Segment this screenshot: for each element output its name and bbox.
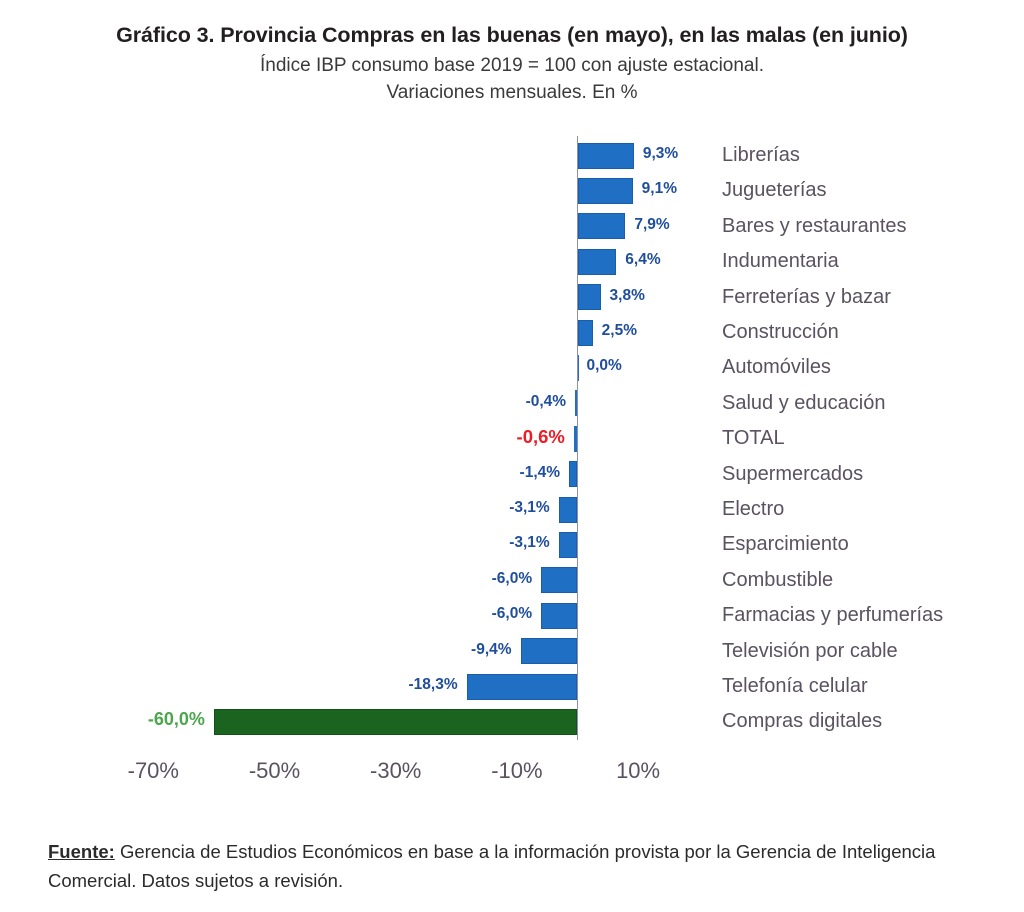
- category-label-autom-viles: Automóviles: [722, 356, 831, 379]
- bar-value-label: 7,9%: [634, 215, 670, 233]
- chart-bar-row: 0,0% Automóviles: [0, 350, 1024, 385]
- chart-bar: [466, 673, 578, 700]
- chart-bar-row: -18,3% Telefonía celular: [0, 669, 1024, 704]
- x-axis-tick: -70%: [127, 758, 179, 783]
- x-axis-tick: -10%: [491, 758, 543, 783]
- chart-bar-row: -3,1% Esparcimiento: [0, 527, 1024, 562]
- chart-bar: [520, 638, 578, 665]
- chart-bar-row: -0,6% TOTAL: [0, 421, 1024, 456]
- bar-value-label: 0,0%: [586, 357, 622, 375]
- chart-bar: [569, 461, 578, 488]
- bar-value-label: 9,3%: [642, 145, 679, 162]
- bar-value-label: 9,1%: [641, 180, 677, 198]
- category-label-indumentaria: Indumentaria: [722, 250, 839, 273]
- chart-bar-row: 2,5% Construcción: [0, 315, 1024, 350]
- chart-bar: [577, 213, 626, 240]
- chart-bar-row: -0,4% Salud y educación: [0, 386, 1024, 421]
- category-label-total: TOTAL: [722, 427, 785, 450]
- bar-value-label: -6,0%: [491, 605, 533, 623]
- chart-bar-row: 7,9% Bares y restaurantes: [0, 209, 1024, 244]
- chart-bar: [541, 567, 578, 594]
- chart-bar-row: 3,8% Ferreterías y bazar: [0, 280, 1024, 315]
- chart-bar: [577, 319, 593, 346]
- bar-value-label: -0,4%: [525, 392, 567, 410]
- chart-bar: [577, 142, 634, 169]
- chart-bar: [577, 284, 601, 311]
- bar-value-label: -0,6%: [516, 426, 565, 448]
- chart-bar: [541, 602, 578, 629]
- category-label-televisi-n-por-cable: Televisión por cable: [722, 639, 898, 662]
- chart-subtitle-line2: Variaciones mensuales. En %: [386, 82, 638, 104]
- bar-value-label: -9,4%: [471, 640, 512, 658]
- page-title: Gráfico 3. Provincia Compras en las buen…: [116, 23, 908, 47]
- chart-subtitle-line1: Índice IBP consumo base 2019 = 100 con a…: [259, 54, 765, 76]
- chart-bar-row: -6,0% Farmacias y perfumerías: [0, 598, 1024, 633]
- x-axis-tick: -30%: [370, 758, 422, 783]
- x-axis-tick: 10%: [616, 758, 661, 783]
- category-label-supermercados: Supermercados: [722, 462, 864, 485]
- bar-value-label: -6,0%: [491, 569, 533, 587]
- category-label-jugueter-as: Jugueterías: [722, 179, 827, 202]
- chart-bar-row: -1,4% Supermercados: [0, 457, 1024, 492]
- bar-value-label: 2,5%: [601, 322, 637, 339]
- chart-bar-row: -60,0% Compras digitales: [0, 704, 1024, 739]
- category-label-salud-y-educaci-n: Salud y educación: [722, 391, 886, 414]
- x-axis: -70% -50% -30% -10% 10%: [0, 758, 1024, 798]
- source-label: Fuente:: [48, 841, 115, 862]
- bar-value-label: 6,4%: [625, 251, 661, 269]
- bar-value-label: -1,4%: [519, 463, 561, 481]
- source-text: Gerencia de Estudios Económicos en base …: [48, 841, 936, 891]
- chart-bar-row: 9,3% Librerías: [0, 138, 1024, 173]
- category-label-combustible: Combustible: [722, 568, 834, 591]
- category-label-farmacias-y-perfumer-as: Farmacias y perfumerías: [722, 604, 944, 627]
- category-label-bares-y-restaurantes: Bares y restaurantes: [722, 214, 907, 237]
- bar-value-label: 3,8%: [609, 286, 645, 304]
- bar-value-label: -3,1%: [509, 534, 550, 552]
- chart-bar: [558, 496, 578, 523]
- chart-plot-area: 9,3% Librerías 9,1% Jugueterías 7,9% Bares y …: [0, 136, 1024, 751]
- chart-bar: [577, 248, 617, 275]
- chart-bar: [577, 354, 579, 381]
- chart-bar: [573, 425, 578, 452]
- chart-bar-row: -6,0% Combustible: [0, 563, 1024, 598]
- chart-bar-row: -9,4% Televisión por cable: [0, 634, 1024, 669]
- chart-bar-row: 9,1% Jugueterías: [0, 173, 1024, 208]
- chart-bar-row: -3,1% Electro: [0, 492, 1024, 527]
- bar-value-label: -60,0%: [147, 709, 205, 730]
- chart-header: Gráfico 3. Provincia Compras en las buen…: [0, 0, 1024, 107]
- category-label-electro: Electro: [722, 498, 785, 520]
- category-label-librer-as: Librerías: [722, 144, 800, 166]
- category-label-ferreter-as-y-bazar: Ferreterías y bazar: [722, 285, 891, 308]
- bar-value-label: -18,3%: [408, 676, 458, 693]
- chart-bar: [577, 177, 633, 204]
- x-axis-tick: -50%: [248, 758, 301, 783]
- category-label-telefon-a-celular: Telefonía celular: [722, 675, 868, 697]
- chart-bar-row: 6,4% Indumentaria: [0, 244, 1024, 279]
- chart-bar: [575, 390, 578, 417]
- bar-value-label: -3,1%: [509, 499, 550, 516]
- source-note: Fuente: Gerencia de Estudios Económicos …: [48, 838, 948, 895]
- zero-axis-line: [576, 136, 579, 740]
- category-label-esparcimiento: Esparcimiento: [722, 533, 849, 556]
- category-label-construcci-n: Construcción: [722, 321, 839, 343]
- chart-bar: [213, 708, 578, 735]
- category-label-compras-digitales: Compras digitales: [722, 710, 883, 733]
- chart-bar: [558, 531, 578, 558]
